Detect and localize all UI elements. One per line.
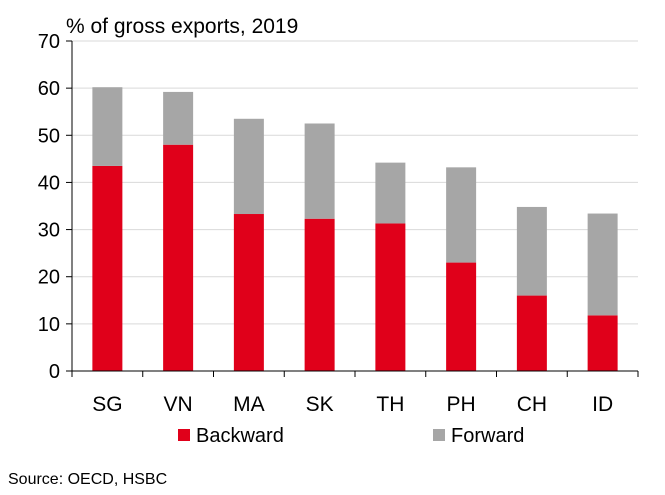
bar-backward-ph bbox=[446, 262, 477, 371]
bar-backward-ma bbox=[233, 214, 264, 371]
legend: Backward Forward bbox=[178, 425, 524, 447]
axes bbox=[66, 40, 639, 377]
bar-forward-sg bbox=[92, 87, 123, 166]
y-tick-label: 30 bbox=[38, 220, 60, 242]
y-tick-label: 70 bbox=[38, 31, 60, 53]
bar-forward-ph bbox=[446, 167, 477, 263]
bar-forward-sk bbox=[304, 123, 335, 219]
y-tick-label: 40 bbox=[38, 172, 60, 194]
bar-backward-sk bbox=[304, 218, 335, 371]
x-category-label: VN bbox=[164, 393, 193, 416]
bar-backward-id bbox=[587, 315, 618, 371]
bar-forward-ch bbox=[516, 206, 547, 296]
y-tick-label: 10 bbox=[38, 314, 60, 336]
bar-backward-ch bbox=[516, 295, 547, 371]
gridlines bbox=[72, 40, 638, 325]
legend-swatch-forward bbox=[433, 429, 445, 441]
bar-backward-th bbox=[375, 223, 406, 371]
source-note: Source: OECD, HSBC bbox=[8, 471, 167, 488]
x-category-label: CH bbox=[517, 393, 547, 416]
x-category-label: MA bbox=[233, 393, 265, 416]
y-tick-label: 50 bbox=[38, 125, 60, 147]
chart-title: % of gross exports, 2019 bbox=[66, 15, 298, 38]
x-category-label: SG bbox=[92, 393, 122, 416]
bars bbox=[92, 87, 618, 371]
y-tick-label: 60 bbox=[38, 78, 60, 100]
bar-forward-th bbox=[375, 162, 406, 224]
legend-swatch-backward bbox=[178, 429, 190, 441]
bar-backward-vn bbox=[163, 144, 194, 371]
y-tick-label: 0 bbox=[49, 361, 60, 383]
y-tick-labels: 0 10 20 30 40 50 60 70 bbox=[38, 31, 60, 383]
x-category-labels: SG VN MA SK TH PH CH ID bbox=[92, 393, 613, 416]
y-tick-label: 20 bbox=[38, 267, 60, 289]
legend-label-backward: Backward bbox=[196, 425, 284, 447]
bar-forward-vn bbox=[163, 91, 194, 145]
x-category-label: PH bbox=[447, 393, 476, 416]
legend-label-forward: Forward bbox=[451, 425, 524, 447]
bar-backward-sg bbox=[92, 165, 123, 371]
bar-forward-ma bbox=[233, 118, 264, 215]
bar-forward-id bbox=[587, 213, 618, 316]
x-category-label: ID bbox=[592, 393, 613, 416]
x-category-label: SK bbox=[306, 393, 334, 416]
x-category-label: TH bbox=[376, 393, 404, 416]
